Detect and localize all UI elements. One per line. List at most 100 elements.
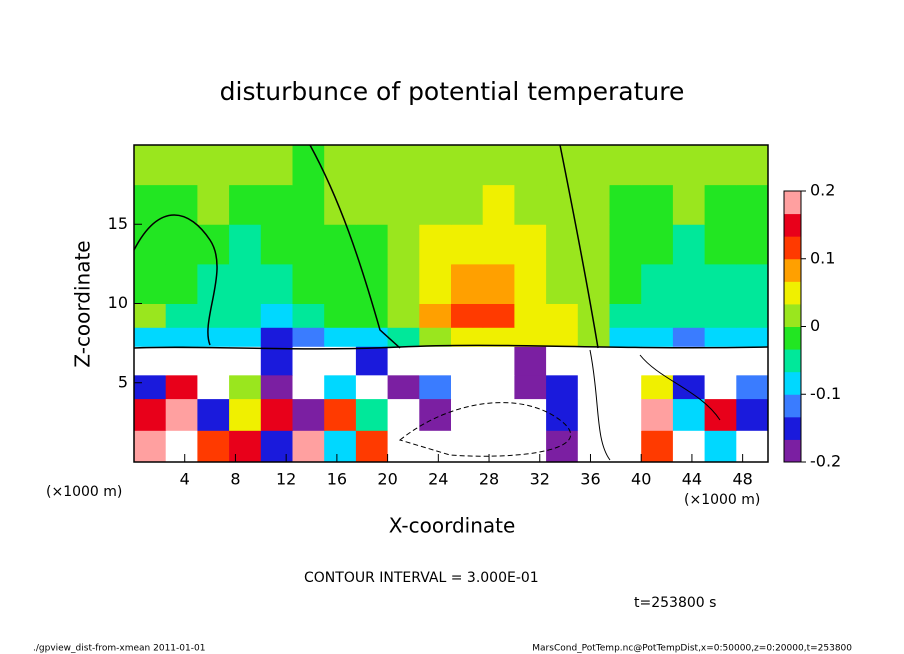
cell — [672, 224, 706, 265]
cell — [229, 303, 262, 328]
cell — [704, 346, 737, 376]
cell — [451, 398, 484, 431]
x-tick-label: 44 — [682, 470, 702, 489]
cell — [577, 346, 610, 376]
cell — [609, 398, 642, 431]
contour-note: CONTOUR INTERVAL = 3.000E-01 — [304, 570, 539, 586]
cell — [514, 430, 547, 463]
cell — [324, 327, 357, 347]
cell — [165, 327, 198, 347]
time-note: t=253800 s — [634, 595, 716, 611]
cell — [736, 398, 769, 431]
cell — [641, 303, 674, 328]
cell — [292, 327, 325, 347]
cell — [324, 224, 357, 265]
cell — [641, 327, 674, 347]
cell — [736, 184, 769, 225]
cell — [260, 224, 293, 265]
cell — [134, 374, 167, 400]
colorbar-swatch — [784, 394, 801, 418]
cell — [672, 430, 706, 463]
cell — [514, 374, 547, 400]
contour-line — [589, 349, 721, 461]
cell — [451, 303, 484, 328]
cell — [641, 430, 674, 463]
cell — [704, 398, 737, 431]
colorbar-swatch — [784, 439, 801, 463]
cell — [229, 398, 262, 431]
cell — [609, 263, 642, 304]
colorbar-swatch — [784, 326, 801, 350]
colorbar-swatch — [784, 236, 801, 260]
cell — [704, 430, 737, 463]
cell — [609, 374, 642, 400]
cell — [324, 184, 357, 225]
cell — [355, 224, 389, 265]
cell — [672, 398, 706, 431]
cell — [704, 145, 737, 186]
cell — [514, 346, 547, 376]
y-tick-label: 10 — [108, 293, 128, 312]
colorbar-tick-label: 0.1 — [810, 248, 835, 267]
contour-line — [133, 214, 218, 346]
cell — [704, 224, 737, 265]
cell — [546, 430, 579, 463]
cell — [229, 430, 262, 463]
cell — [482, 327, 515, 347]
cell — [260, 346, 293, 376]
cell — [546, 184, 579, 225]
colorbar-swatch — [784, 416, 801, 440]
cell — [134, 263, 167, 304]
cell — [387, 374, 420, 400]
cell — [324, 263, 357, 304]
cell — [641, 398, 674, 431]
cell — [197, 303, 230, 328]
cell — [387, 303, 420, 328]
cell — [546, 327, 579, 347]
cell — [704, 327, 737, 347]
colorbar-swatch — [784, 349, 801, 373]
colorbar-swatch — [784, 191, 801, 215]
field — [134, 145, 769, 463]
cell — [324, 303, 357, 328]
cell — [197, 430, 230, 463]
cell — [419, 346, 452, 376]
cell — [260, 184, 293, 225]
cell — [482, 263, 515, 304]
cell — [546, 346, 579, 376]
cell — [134, 398, 167, 431]
cell — [451, 430, 484, 463]
cell — [197, 145, 230, 186]
cell — [355, 374, 389, 400]
contour-line — [309, 144, 401, 349]
cell — [197, 398, 230, 431]
cell — [672, 263, 706, 304]
cell — [134, 327, 167, 347]
cell — [292, 184, 325, 225]
cell — [355, 430, 389, 463]
x-tick-label: 4 — [180, 470, 190, 489]
cell — [704, 374, 737, 400]
cell — [482, 430, 515, 463]
cell — [609, 430, 642, 463]
cell — [165, 398, 198, 431]
cell — [736, 224, 769, 265]
cell — [641, 263, 674, 304]
cell — [197, 184, 230, 225]
cell — [260, 430, 293, 463]
cell — [672, 184, 706, 225]
cell — [514, 184, 547, 225]
cell — [546, 145, 579, 186]
contours — [133, 144, 769, 461]
cell — [482, 398, 515, 431]
cell — [546, 263, 579, 304]
cell — [419, 398, 452, 431]
x-tick-label: 20 — [377, 470, 397, 489]
colorbar-swatch — [784, 213, 801, 237]
cell — [387, 346, 420, 376]
cell — [229, 145, 262, 186]
cell — [641, 224, 674, 265]
cell — [229, 327, 262, 347]
cell — [451, 346, 484, 376]
